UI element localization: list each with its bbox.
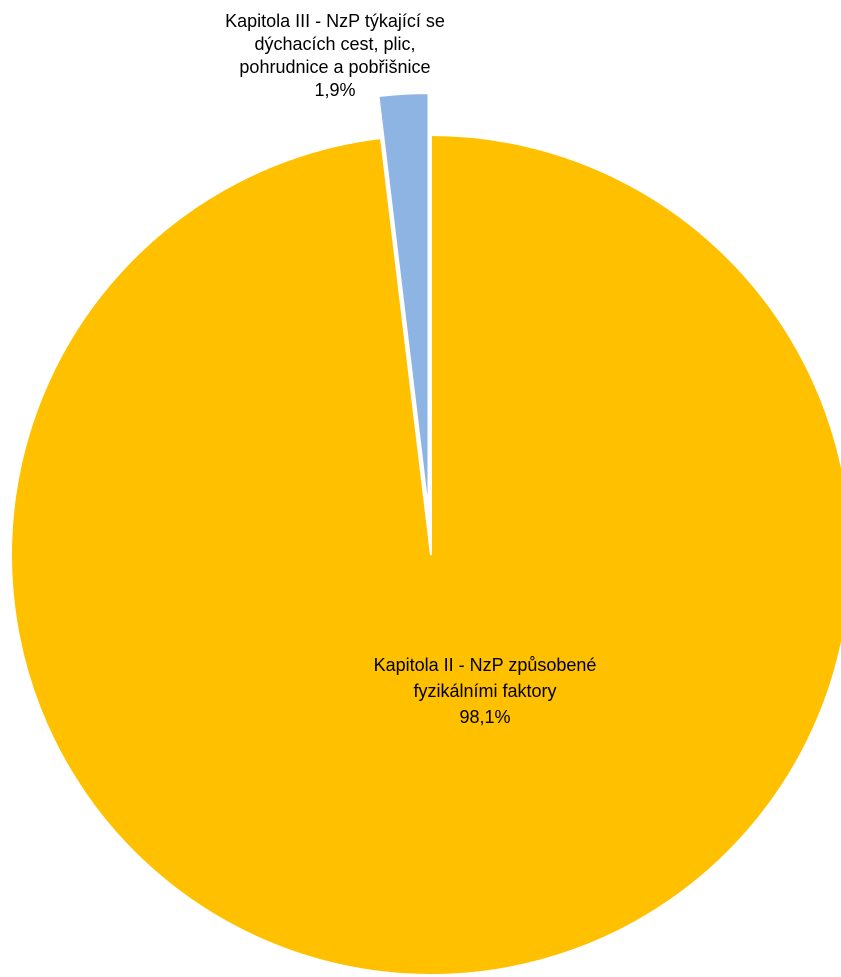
pie-slice-kapitola-iii — [377, 92, 430, 514]
data-label-kapitola-iii-percent: 1,9% — [314, 80, 356, 100]
data-label-kapitola-iii-line-3: pohrudnice a pobřišnice — [239, 57, 431, 77]
data-label-kapitola-ii: Kapitola II - NzP způsobené fyzikálními … — [355, 652, 615, 730]
data-label-kapitola-iii-line-1: Kapitola III - NzP týkající se — [225, 11, 445, 31]
pie-slice-kapitola-ii — [10, 133, 841, 976]
data-label-kapitola-iii: Kapitola III - NzP týkající se dýchacích… — [195, 10, 475, 102]
data-label-kapitola-ii-line-1: Kapitola II - NzP způsobené — [373, 655, 597, 675]
data-label-kapitola-ii-line-2: fyzikálními faktory — [413, 681, 557, 701]
data-label-kapitola-iii-line-2: dýchacích cest, plic, — [254, 34, 416, 54]
data-label-kapitola-ii-percent: 98,1% — [459, 707, 511, 727]
